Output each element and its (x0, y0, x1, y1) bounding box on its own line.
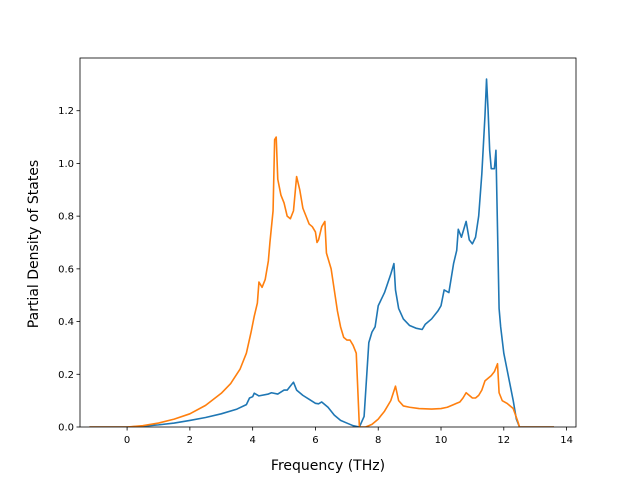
plot-area (79, 57, 577, 428)
x-tick-label: 8 (375, 435, 381, 446)
y-tick-label: 0.0 (58, 423, 74, 434)
x-tick-label: 10 (435, 435, 448, 446)
y-tick-label: 0.6 (58, 264, 74, 275)
x-tick-label: 12 (497, 435, 510, 446)
x-tick-label: 6 (312, 435, 318, 446)
x-axis-label: Frequency (THz) (271, 458, 385, 474)
y-tick-label: 1.2 (58, 106, 74, 117)
x-tick-label: 4 (249, 435, 255, 446)
x-axis: 0 2 4 6 8 10 12 14 (124, 427, 573, 446)
x-tick-label: 0 (124, 435, 130, 446)
y-tick-label: 0.4 (58, 317, 74, 328)
series-line-2 (89, 136, 555, 427)
y-tick-label: 1.0 (58, 159, 74, 170)
plot-frame (79, 57, 577, 428)
y-axis-label: Partial Density of States (26, 160, 42, 328)
series-lines (89, 78, 555, 427)
x-tick-label: 2 (187, 435, 193, 446)
y-tick-label: 0.2 (58, 370, 74, 381)
series-line-1 (89, 78, 555, 427)
x-tick-label: 14 (560, 435, 573, 446)
y-axis: 0.0 0.2 0.4 0.6 0.8 1.0 1.2 (58, 106, 80, 434)
y-tick-label: 0.8 (58, 212, 74, 223)
